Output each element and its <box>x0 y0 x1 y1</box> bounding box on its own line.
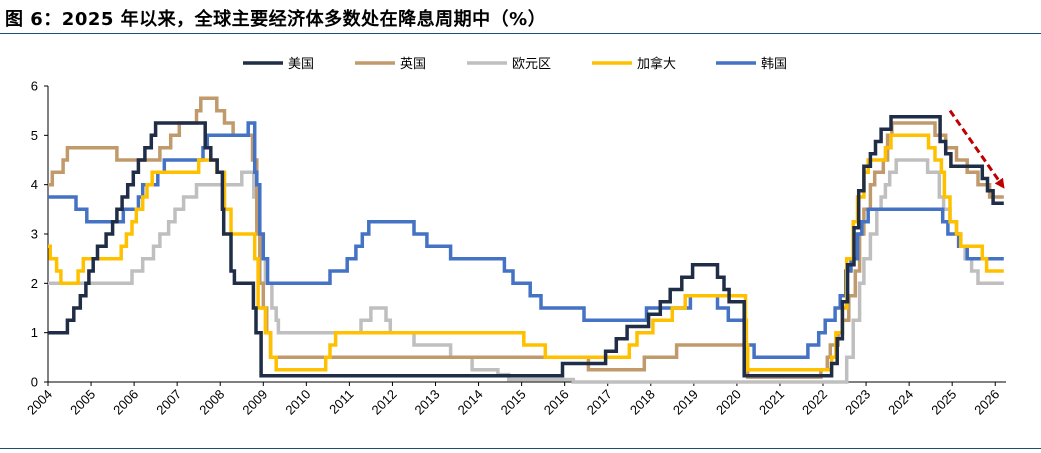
series-line-1 <box>48 96 1004 379</box>
x-tick-label: 2005 <box>67 387 98 418</box>
annotation-layer <box>948 109 1005 189</box>
x-tick-label: 2007 <box>153 387 184 418</box>
y-tick-label: 0 <box>31 375 38 390</box>
x-tick-label: 2004 <box>24 387 55 418</box>
x-tick-label: 2019 <box>670 387 701 418</box>
y-tick-label: 5 <box>31 128 38 143</box>
series-layer <box>48 96 1004 384</box>
x-tick-label: 2014 <box>455 387 486 418</box>
y-tick-label: 4 <box>31 177 38 192</box>
rate-cut-trend-arrow <box>948 109 1005 189</box>
x-tick-label: 2018 <box>627 387 658 418</box>
bottom-rule <box>0 448 1041 449</box>
x-tick-label: 2026 <box>971 387 1002 418</box>
y-tick-label: 1 <box>31 325 38 340</box>
y-tick-label: 3 <box>31 227 38 242</box>
x-tick-label: 2024 <box>885 387 916 418</box>
series-line-0 <box>48 115 1004 378</box>
x-tick-label: 2017 <box>584 387 615 418</box>
legend-label-4: 韩国 <box>761 57 787 72</box>
y-tick-label: 2 <box>31 276 38 291</box>
x-tick-label: 2015 <box>498 387 529 418</box>
legend-label-2: 欧元区 <box>512 57 551 72</box>
x-tick-label: 2022 <box>799 387 830 418</box>
legend-label-1: 英国 <box>400 57 426 72</box>
x-tick-label: 2008 <box>196 387 227 418</box>
x-tick-label: 2009 <box>239 387 270 418</box>
x-tick-label: 2011 <box>326 387 356 417</box>
x-tick-label: 2006 <box>110 387 141 418</box>
x-tick-label: 2012 <box>369 387 400 418</box>
series-line-3 <box>48 133 1004 372</box>
x-tick-label: 2023 <box>842 387 873 418</box>
x-tick-label: 2025 <box>928 387 959 418</box>
x-tick-label: 2020 <box>713 387 744 418</box>
figure-title-bar: 图 6：2025 年以来，全球主要经济体多数处在降息周期中（%） <box>0 0 1041 34</box>
legend-label-3: 加拿大 <box>637 56 676 72</box>
x-tick-label: 2010 <box>282 387 313 418</box>
x-tick-label: 2013 <box>412 387 443 418</box>
x-tick-label: 2021 <box>756 387 787 418</box>
series-line-2 <box>48 158 1004 384</box>
legend-label-0: 美国 <box>288 57 314 72</box>
y-tick-label: 6 <box>31 79 38 94</box>
x-tick-label: 2016 <box>541 387 572 418</box>
legend: 美国 英国 欧元区 加拿大 韩国 <box>243 56 787 72</box>
figure-title: 图 6：2025 年以来，全球主要经济体多数处在降息周期中（%） <box>5 9 547 30</box>
